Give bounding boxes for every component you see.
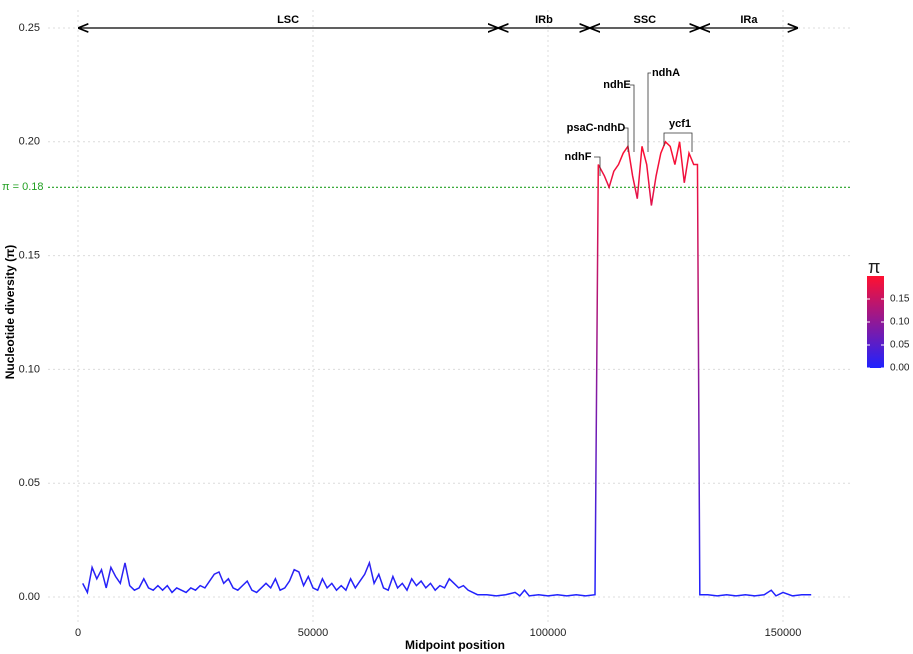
colorbar-label: 0.10 bbox=[890, 317, 910, 328]
annotation-label: ycf1 bbox=[669, 118, 691, 130]
colorbar-label: 0.00 bbox=[890, 363, 910, 374]
region-label: IRb bbox=[535, 14, 553, 26]
colorbar-label: 0.15 bbox=[890, 294, 910, 305]
y-tick-label: 0.25 bbox=[19, 22, 40, 34]
annotation-label: ndhF bbox=[565, 151, 592, 163]
colorbar-label: 0.05 bbox=[890, 340, 910, 351]
y-tick-label: 0.15 bbox=[19, 249, 40, 261]
x-tick-label: 100000 bbox=[530, 627, 567, 639]
annotation-leader bbox=[663, 132, 693, 152]
annotation-leader bbox=[624, 127, 629, 152]
region-label: IRa bbox=[740, 14, 758, 26]
data-line bbox=[82, 140, 812, 597]
annotation-leader bbox=[630, 84, 635, 152]
y-tick-label: 0.00 bbox=[19, 591, 40, 603]
y-axis-title: Nucleotide diversity (π) bbox=[3, 245, 17, 380]
x-axis-title: Midpoint position bbox=[405, 638, 505, 652]
annotation-label: ndhA bbox=[652, 67, 680, 79]
x-tick-label: 150000 bbox=[765, 627, 802, 639]
region-label: LSC bbox=[277, 14, 299, 26]
x-tick-label: 0 bbox=[75, 627, 81, 639]
region-label: SSC bbox=[634, 14, 657, 26]
x-tick-label: 50000 bbox=[298, 627, 329, 639]
annotation-label: ndhE bbox=[603, 79, 631, 91]
legend-title: π bbox=[868, 257, 880, 277]
colorbar bbox=[867, 276, 884, 368]
annotation-leader bbox=[594, 156, 601, 176]
threshold-label: π = 0.18 bbox=[2, 181, 44, 193]
y-tick-label: 0.05 bbox=[19, 477, 40, 489]
annotation-label: psaC-ndhD bbox=[567, 122, 626, 134]
y-tick-label: 0.10 bbox=[19, 363, 40, 375]
y-tick-label: 0.20 bbox=[19, 136, 40, 148]
annotation-leader bbox=[647, 72, 651, 152]
